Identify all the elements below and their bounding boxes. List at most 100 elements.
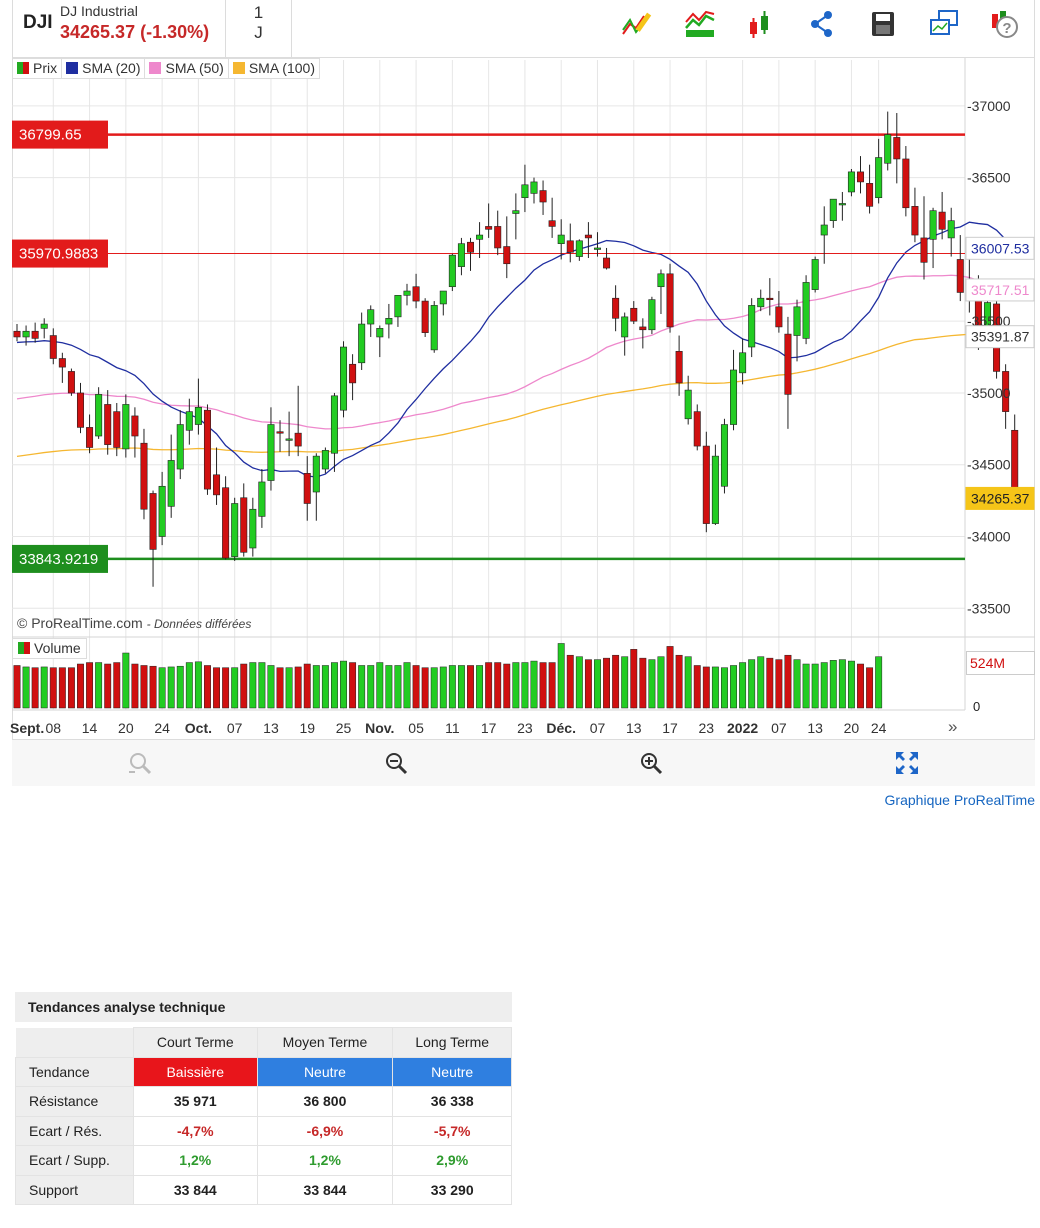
volume-bar <box>784 654 792 709</box>
candle-body <box>838 203 846 206</box>
volume-bar <box>503 663 511 709</box>
drawing-tools-icon[interactable] <box>620 8 654 40</box>
help-icon[interactable]: ? <box>988 8 1022 40</box>
header-divider <box>225 0 226 58</box>
candle-body <box>621 316 629 338</box>
volume-bar <box>766 657 774 709</box>
volume-bar <box>194 661 202 709</box>
candle-body <box>367 309 375 325</box>
volume-bar <box>820 662 828 709</box>
candle-body <box>31 330 39 339</box>
x-tick-label: 24 <box>871 720 887 736</box>
chart-legend: Prix SMA (20) SMA (50) SMA (100) <box>12 58 320 79</box>
column-medium-term: Moyen Terme <box>256 1027 394 1058</box>
volume-bar <box>430 667 438 709</box>
x-tick-label: 20 <box>844 720 860 736</box>
candle-body <box>893 137 901 160</box>
volume-bar <box>367 665 375 709</box>
multi-chart-icon[interactable] <box>927 8 961 40</box>
chart-grid <box>12 58 1035 711</box>
volume-bar <box>40 666 48 709</box>
legend-item[interactable]: SMA (50) <box>144 58 229 79</box>
candle-body <box>539 190 547 203</box>
volume-bar <box>285 667 293 709</box>
volume-bar <box>476 665 484 709</box>
svg-text:?: ? <box>1002 20 1011 37</box>
volume-bar <box>394 665 402 709</box>
volume-bar <box>321 665 329 709</box>
candle-body <box>639 326 647 331</box>
timeframe-selector[interactable]: 1 J <box>226 0 292 58</box>
volume-bar <box>521 662 529 709</box>
candle-body <box>276 431 284 434</box>
volume-bar <box>358 665 366 709</box>
candle-body <box>711 455 719 524</box>
fullscreen-icon[interactable] <box>894 750 920 776</box>
zoom-out-icon[interactable] <box>383 750 409 776</box>
volume-bar <box>376 662 384 709</box>
volume-bar <box>457 665 465 709</box>
volume-bar <box>58 667 66 709</box>
share-icon[interactable] <box>805 8 839 40</box>
volume-bar <box>312 665 320 709</box>
x-tick-label: 05 <box>408 720 424 736</box>
volume-bar <box>575 656 583 709</box>
x-tick-label: 11 <box>445 720 460 736</box>
volume-bar <box>340 660 347 709</box>
candle-body <box>176 424 184 470</box>
indicators-icon[interactable] <box>683 8 717 40</box>
y-tick-label: -34500 <box>967 457 1011 473</box>
x-tick-label: Nov. <box>365 720 394 736</box>
zoom-in-icon[interactable] <box>638 750 664 776</box>
candle-body <box>575 240 583 257</box>
candle-body <box>394 295 402 318</box>
volume-bar <box>331 662 338 709</box>
legend-item[interactable]: SMA (20) <box>61 58 146 79</box>
candle-body <box>149 493 157 550</box>
legend-item[interactable]: Prix <box>12 58 63 79</box>
volume-bar <box>131 663 139 709</box>
legend-swatch <box>232 62 245 74</box>
instrument-price-change: 34265.37 (-1.30%) <box>60 22 210 42</box>
volume-bar <box>775 659 783 709</box>
candle-body <box>911 206 919 236</box>
price-tag <box>965 236 1035 260</box>
candle-body <box>185 411 193 431</box>
candle-body <box>303 473 311 504</box>
zoom-reset-icon[interactable] <box>127 750 153 776</box>
candle-body <box>131 415 139 437</box>
volume-bar <box>267 665 275 709</box>
volume-bar <box>829 660 837 709</box>
chart-zoom-bar <box>12 739 1035 786</box>
candle-body <box>203 409 211 490</box>
candle-body <box>866 183 874 207</box>
volume-bar <box>802 663 810 709</box>
candlestick-chart[interactable]: 36799.65 35970.9883 33843.9219 -37000 -3650… <box>0 0 1040 740</box>
column-short-term: Court Terme <box>133 1027 258 1058</box>
save-icon[interactable] <box>866 8 900 40</box>
legend-item[interactable]: SMA (100) <box>227 58 320 79</box>
volume-legend: Volume <box>12 638 87 659</box>
volume-max-tag: 524M <box>966 651 1035 675</box>
volume-bar <box>113 662 121 709</box>
price-tag-label: 34265.37 <box>971 490 1030 506</box>
candle-body <box>811 259 819 290</box>
chart-type-icon[interactable] <box>744 8 778 40</box>
candle-body <box>240 497 248 553</box>
y-tick-label: -34000 <box>967 529 1011 545</box>
prorealtime-chart-link[interactable]: Graphique ProRealTime <box>884 792 1035 808</box>
column-long-term: Long Terme <box>392 1027 512 1058</box>
x-tick-label: 17 <box>481 720 497 736</box>
price-tag-label: 35391.87 <box>971 329 1030 345</box>
x-tick-label: 07 <box>590 720 606 736</box>
x-tick-label: 13 <box>807 720 823 736</box>
candle-body <box>58 358 66 368</box>
candle-body <box>521 184 529 199</box>
volume-bar <box>213 667 220 709</box>
volume-bar <box>240 663 248 709</box>
scroll-right-button[interactable]: » <box>948 717 958 736</box>
candle-body <box>340 346 348 411</box>
watermark-note: - Données différées <box>146 617 252 631</box>
candle-body <box>603 257 611 269</box>
price-tag-label: 36007.53 <box>971 240 1030 256</box>
